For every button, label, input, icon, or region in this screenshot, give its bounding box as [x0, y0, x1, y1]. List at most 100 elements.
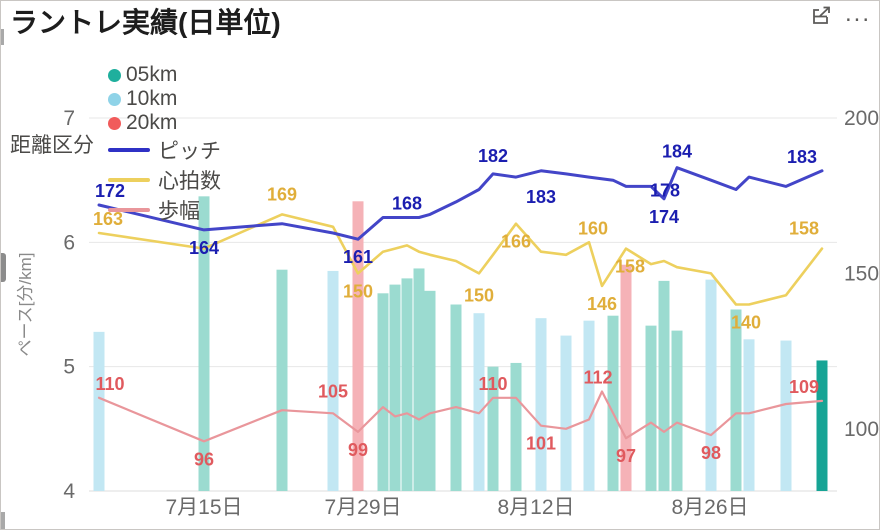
data-label-ピッチ: 184: [662, 142, 692, 162]
legend-dot-icon: [108, 68, 121, 82]
more-options-icon: ...: [844, 0, 871, 27]
bar-10km[interactable]: [780, 340, 792, 491]
legend-item-label: 20km: [126, 111, 178, 134]
bar-05km[interactable]: [510, 362, 522, 491]
focus-mode-icon: [813, 6, 830, 24]
legend-line-icon: [108, 208, 150, 212]
bar-05km[interactable]: [645, 325, 657, 491]
data-label-心拍数: 150: [464, 285, 494, 305]
bar-05km-selected[interactable]: [816, 360, 828, 491]
legend-item-label: ピッチ: [158, 140, 221, 163]
bar-05km[interactable]: [450, 304, 462, 492]
y-left-tick-label: 6: [63, 231, 75, 254]
bar-05km[interactable]: [276, 269, 288, 491]
bar-10km[interactable]: [93, 331, 105, 491]
data-label-歩幅: 110: [478, 374, 507, 394]
bar-05km[interactable]: [658, 280, 670, 491]
bar-05km[interactable]: [730, 309, 742, 491]
data-label-ピッチ: 183: [787, 147, 817, 167]
legend-item-心拍数[interactable]: 心拍数: [108, 165, 221, 195]
resize-handle-top-left[interactable]: [1, 29, 4, 45]
bar-10km[interactable]: [327, 270, 339, 491]
data-label-心拍数: 150: [343, 281, 373, 301]
data-label-歩幅: 97: [616, 446, 636, 466]
legend-item-10km[interactable]: 10km: [108, 87, 221, 111]
data-label-心拍数: 158: [789, 219, 819, 239]
bar-10km[interactable]: [535, 318, 547, 491]
data-label-ピッチ: 164: [189, 238, 219, 258]
data-label-心拍数: 169: [267, 184, 297, 204]
legend-item-20km[interactable]: 20km: [108, 111, 221, 135]
legend-item-歩幅[interactable]: 歩幅: [108, 195, 221, 225]
data-label-歩幅: 112: [583, 368, 612, 388]
data-label-歩幅: 101: [526, 434, 556, 454]
legend-item-ピッチ[interactable]: ピッチ: [108, 135, 221, 165]
data-label-ピッチ: 168: [392, 193, 422, 213]
bar-20km[interactable]: [620, 264, 632, 491]
bar-05km[interactable]: [671, 330, 683, 491]
legend-dot-icon: [108, 116, 121, 130]
x-axis-tick-label: 7月29日: [324, 496, 401, 519]
page-title: ラントレ実績(日単位): [10, 7, 281, 38]
data-label-歩幅: 98: [701, 443, 721, 463]
y-left-tick-label: 4: [63, 480, 75, 503]
more-options-button[interactable]: ...: [845, 2, 871, 26]
legend-line-icon: [108, 148, 150, 152]
legend-item-05km[interactable]: 05km: [108, 63, 221, 87]
bar-05km[interactable]: [401, 278, 413, 491]
data-label-ピッチ: 172: [95, 181, 125, 201]
bar-05km[interactable]: [413, 268, 425, 491]
x-axis-tick-label: 7月15日: [165, 496, 242, 519]
data-label-歩幅: 99: [348, 440, 368, 460]
bar-10km[interactable]: [473, 313, 485, 491]
data-label-歩幅: 105: [318, 381, 348, 401]
bar-10km[interactable]: [560, 335, 572, 491]
bar-10km[interactable]: [705, 279, 717, 491]
legend-item-label: 歩幅: [158, 200, 200, 223]
legend-dot-icon: [108, 92, 121, 106]
x-axis-tick-label: 8月12日: [497, 496, 574, 519]
data-label-心拍数: 160: [578, 218, 608, 238]
bar-05km[interactable]: [424, 290, 436, 491]
y-left-tick-label: 7: [63, 107, 75, 130]
legend-title: 距離区分: [10, 134, 94, 157]
legend-line-icon: [108, 178, 150, 182]
y-right-tick-label: 150: [844, 262, 879, 285]
y-axis-title: ペース[分/km]: [16, 253, 35, 357]
line-歩幅[interactable]: [97, 390, 824, 443]
bar-05km[interactable]: [377, 293, 389, 491]
line-心拍数[interactable]: [97, 213, 824, 306]
data-label-ピッチ: 161: [343, 247, 373, 267]
bar-05km[interactable]: [389, 284, 401, 491]
data-label-心拍数: 140: [731, 313, 761, 333]
legend-item-label: 05km: [126, 63, 178, 86]
data-label-歩幅: 96: [194, 449, 214, 469]
focus-mode-button[interactable]: [810, 5, 833, 33]
data-label-ピッチ: 183: [526, 187, 556, 207]
bar-05km[interactable]: [607, 315, 619, 491]
bar-10km[interactable]: [743, 339, 755, 491]
data-label-歩幅: 110: [95, 374, 124, 394]
bar-05km[interactable]: [487, 366, 499, 491]
x-axis-tick-label: 8月26日: [671, 496, 748, 519]
visual-toolbar: ...: [810, 2, 871, 33]
bar-20km[interactable]: [352, 201, 364, 491]
bar-05km[interactable]: [198, 196, 210, 491]
legend-item-label: 10km: [126, 87, 178, 110]
bar-10km[interactable]: [583, 320, 595, 491]
legend-items: 05km 10km 20km ピッチ心拍数歩幅: [108, 63, 237, 225]
resize-handle-bottom-left[interactable]: [1, 512, 5, 529]
legend: 距離区分 05km 10km 20km ピッチ心拍数歩幅: [10, 63, 237, 225]
legend-item-label: 心拍数: [158, 170, 221, 193]
y-right-tick-label: 100: [844, 418, 879, 441]
data-label-心拍数: 146: [587, 294, 617, 314]
data-label-歩幅: 109: [789, 377, 819, 397]
data-label-心拍数: 158: [615, 257, 645, 277]
data-label-ピッチ: 174: [649, 207, 679, 227]
line-ピッチ[interactable]: [97, 166, 824, 241]
data-label-心拍数: 166: [501, 232, 531, 252]
resize-handle-left[interactable]: [1, 253, 6, 282]
y-left-tick-label: 5: [63, 356, 75, 379]
